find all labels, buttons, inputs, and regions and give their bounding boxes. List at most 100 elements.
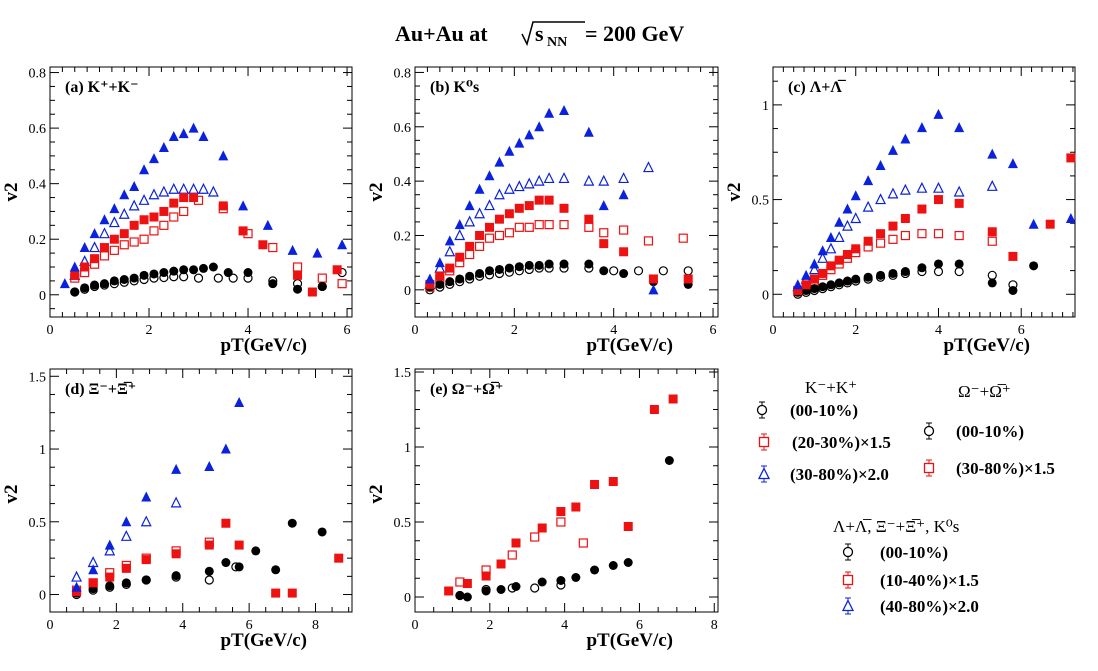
- data-point: [514, 203, 524, 213]
- data-point: [598, 200, 609, 211]
- panel-label: (e) Ω⁻+Ω̅⁺: [430, 380, 503, 398]
- data-point: [178, 182, 190, 194]
- data-point: [556, 576, 566, 585]
- data-point: [445, 263, 455, 273]
- data-point: [834, 278, 844, 288]
- data-point: [887, 187, 899, 199]
- data-point: [268, 279, 278, 289]
- data-point: [534, 260, 544, 270]
- data-point: [189, 193, 199, 203]
- series-4: [72, 518, 344, 598]
- data-point: [900, 214, 910, 224]
- x-axis-label: pT(GeV/c): [586, 335, 673, 356]
- data-point: [875, 193, 887, 205]
- data-point: [504, 228, 514, 238]
- data-point: [474, 241, 485, 251]
- data-point: [465, 249, 475, 260]
- data-point: [584, 259, 594, 269]
- figure-title: Au+Au at s NN = 200 GeV: [395, 21, 684, 50]
- legend-omega: Ω⁻+Ω̅⁺ (00-10%) (30-80%)×1.5: [923, 382, 1055, 478]
- data-point: [89, 241, 101, 253]
- data-point: [475, 269, 485, 279]
- data-point: [168, 182, 180, 194]
- data-point: [888, 268, 898, 278]
- data-point: [503, 182, 515, 194]
- data-point: [899, 183, 911, 195]
- data-point: [504, 209, 514, 219]
- data-point: [454, 229, 466, 241]
- data-point: [584, 222, 594, 232]
- data-point: [424, 273, 435, 284]
- data-point: [818, 268, 828, 278]
- data-point: [79, 242, 90, 253]
- panel-label: (d) Ξ⁻+Ξ̅⁺: [65, 380, 136, 398]
- data-point: [792, 279, 803, 290]
- data-point: [664, 456, 674, 465]
- data-point: [484, 233, 495, 243]
- data-point: [887, 144, 898, 155]
- data-point: [105, 581, 115, 591]
- data-point: [129, 273, 139, 283]
- data-point: [317, 527, 327, 537]
- data-point: [90, 280, 100, 290]
- data-point: [258, 240, 268, 250]
- data-point: [204, 566, 214, 576]
- data-point: [462, 592, 472, 602]
- data-point: [455, 274, 465, 284]
- series-2: [455, 456, 674, 602]
- x-tick-label: 2: [852, 323, 859, 338]
- data-point: [484, 170, 495, 181]
- data-point: [293, 284, 303, 294]
- data-point: [818, 282, 828, 292]
- data-point: [643, 236, 654, 246]
- y-tick-label: 0: [404, 591, 411, 606]
- data-point: [139, 234, 149, 244]
- data-point: [933, 259, 943, 269]
- data-point: [544, 107, 555, 118]
- data-point: [484, 199, 495, 211]
- data-point: [544, 220, 554, 230]
- data-point: [850, 190, 861, 201]
- y-axis-label: v2: [1, 485, 22, 504]
- legend-kaon-marker-1: [758, 433, 770, 451]
- data-point: [599, 266, 609, 276]
- x-axis-label: pT(GeV/c): [586, 630, 673, 651]
- data-point: [462, 579, 472, 588]
- data-point: [537, 523, 547, 533]
- data-point: [504, 263, 514, 273]
- data-point: [204, 460, 215, 471]
- data-point: [556, 517, 566, 527]
- data-point: [159, 206, 169, 216]
- data-point: [987, 227, 997, 237]
- data-point: [138, 193, 150, 205]
- data-point: [99, 251, 110, 261]
- series-0: [455, 580, 566, 601]
- panel-label: (c) Λ+Λ̅: [788, 78, 847, 96]
- y-tick-label: 0.5: [752, 194, 770, 209]
- data-point: [598, 174, 610, 186]
- data-point: [158, 142, 169, 153]
- data-point: [198, 130, 209, 141]
- data-point: [876, 270, 886, 280]
- data-point: [307, 287, 317, 297]
- series-1: [70, 195, 347, 289]
- data-point: [649, 405, 659, 414]
- data-point: [842, 276, 852, 286]
- y-tick-label: 0.8: [394, 66, 412, 81]
- data-point: [119, 275, 129, 284]
- data-point: [251, 546, 261, 556]
- plot-frame: [414, 66, 719, 318]
- y-tick-label: 0.8: [29, 67, 47, 82]
- data-point: [648, 274, 658, 284]
- data-point: [511, 538, 521, 548]
- data-point: [220, 443, 231, 454]
- data-point: [809, 274, 819, 284]
- data-point: [619, 269, 629, 279]
- data-point: [826, 261, 836, 271]
- y-tick-label: 1: [762, 99, 769, 114]
- data-point: [514, 222, 524, 232]
- data-point: [496, 585, 506, 594]
- data-point: [514, 137, 525, 148]
- data-point: [475, 230, 485, 240]
- data-point: [179, 193, 189, 203]
